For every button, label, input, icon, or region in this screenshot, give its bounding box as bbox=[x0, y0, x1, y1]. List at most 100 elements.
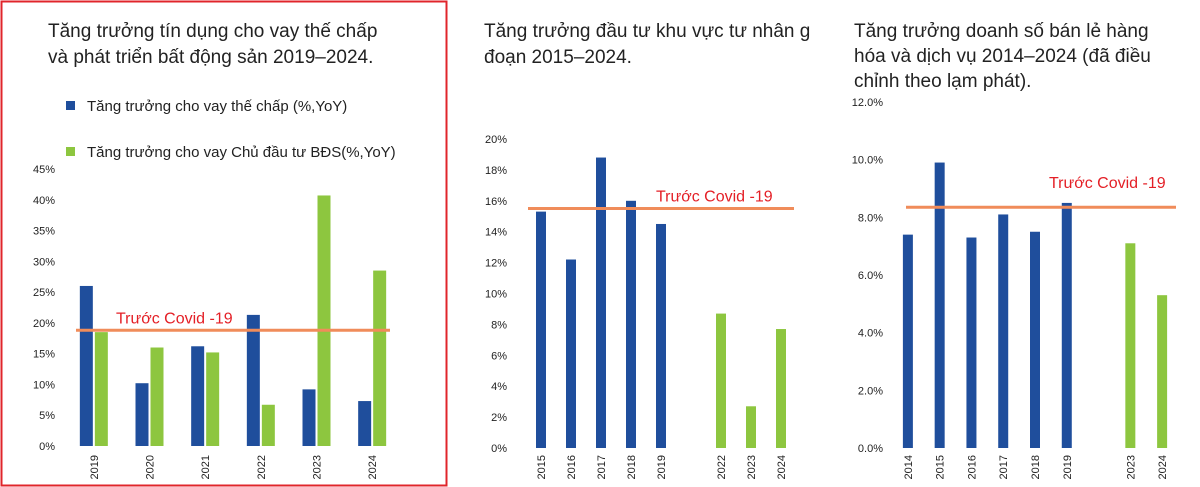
chart-panel-retail-sales: Tăng trưởng doanh số bán lẻ hàng hóa và … bbox=[840, 0, 1200, 487]
plot-area: 0% 5% 10% 15% 20% 25% 30% 35% 40% 45% 2019 2020 2021… bbox=[33, 164, 390, 479]
y-tick-label: 8% bbox=[491, 319, 507, 331]
x-tick-label: 2019 bbox=[1062, 455, 1074, 479]
y-tick-label: 0% bbox=[491, 443, 507, 455]
bar-2023-s0 bbox=[1125, 243, 1136, 448]
chart-title-line-1: Tăng trưởng đầu tư khu vực tư nhân giai bbox=[484, 21, 810, 42]
bar-2014-s0 bbox=[902, 234, 913, 448]
pre-covid-label: Trước Covid -19 bbox=[1049, 175, 1166, 192]
y-tick-label: 8.0% bbox=[858, 212, 883, 224]
credit-growth-chart: Tăng trưởng tín dụng cho vay thế chấp và… bbox=[0, 0, 448, 487]
y-tick-label: 6.0% bbox=[858, 270, 883, 282]
x-tick-label: 2017 bbox=[596, 455, 608, 479]
y-tick-label: 2.0% bbox=[858, 385, 883, 397]
x-tick-label: 2022 bbox=[256, 455, 268, 479]
y-tick-label: 20% bbox=[485, 134, 507, 146]
x-tick-label: 2023 bbox=[746, 455, 758, 479]
pre-covid-label: Trước Covid -19 bbox=[656, 189, 773, 206]
bar-2016-s0 bbox=[966, 237, 977, 448]
x-tick-label: 2018 bbox=[1030, 455, 1042, 479]
bar-2016-s0 bbox=[566, 259, 576, 448]
y-tick-label: 16% bbox=[485, 196, 507, 208]
chart-title-line-1: Tăng trưởng tín dụng cho vay thế chấp bbox=[48, 21, 377, 42]
bar-2024-s0 bbox=[1157, 295, 1168, 448]
y-tick-label: 10% bbox=[33, 379, 55, 391]
pre-covid-label: Trước Covid -19 bbox=[116, 310, 233, 327]
chart-title-line-2: đoạn 2015–2024. bbox=[484, 47, 632, 68]
chart-title-line-1: Tăng trưởng doanh số bán lẻ hàng bbox=[854, 21, 1149, 42]
y-tick-label: 4.0% bbox=[858, 328, 883, 340]
bar-2024-s0 bbox=[776, 329, 786, 448]
y-tick-label: 14% bbox=[485, 227, 507, 239]
plot-area: 0% 2% 4% 6% 8% 10% 12% 14% 16% 18% 20% 2015 2016 2017… bbox=[485, 134, 794, 479]
y-tick-label: 12% bbox=[485, 258, 507, 270]
x-tick-label: 2016 bbox=[966, 455, 978, 479]
bar-2017-s0 bbox=[998, 214, 1009, 448]
bar-2022-s0 bbox=[716, 313, 726, 448]
bar-2021-s0 bbox=[191, 346, 205, 446]
bar-2017-s0 bbox=[596, 157, 606, 449]
y-tick-label: 25% bbox=[33, 287, 55, 299]
y-tick-label: 35% bbox=[33, 226, 55, 238]
bar-2019-s0 bbox=[656, 223, 666, 448]
y-tick-label: 0.0% bbox=[858, 443, 883, 455]
x-tick-label: 2023 bbox=[1125, 455, 1137, 479]
bar-2019-s0 bbox=[1061, 202, 1072, 448]
x-tick-label: 2024 bbox=[1157, 455, 1169, 479]
x-tick-label: 2022 bbox=[716, 455, 728, 479]
bar-2023-s0 bbox=[746, 406, 756, 448]
bar-2020-s1 bbox=[150, 347, 164, 446]
y-tick-label: 12.0% bbox=[852, 97, 883, 109]
chart-panel-credit: Tăng trưởng tín dụng cho vay thế chấp và… bbox=[0, 0, 448, 487]
x-tick-label: 2023 bbox=[312, 455, 324, 479]
x-tick-label: 2015 bbox=[536, 455, 548, 479]
y-tick-label: 4% bbox=[491, 381, 507, 393]
plot-area: 0.0% 2.0% 4.0% 6.0% 8.0% 10.0% 12.0% 2014 2015 20… bbox=[852, 97, 1176, 479]
x-tick-label: 2024 bbox=[776, 455, 788, 479]
y-tick-label: 10.0% bbox=[852, 155, 883, 167]
panel-border bbox=[0, 0, 448, 487]
x-tick-label: 2019 bbox=[656, 455, 668, 479]
chart-panel-private-investment: Tăng trưởng đầu tư khu vực tư nhân giai … bbox=[470, 0, 810, 487]
bar-2018-s0 bbox=[626, 200, 636, 448]
chart-title-line-2: và phát triển bất động sản 2019–2024. bbox=[48, 47, 373, 68]
y-tick-label: 10% bbox=[485, 289, 507, 301]
x-tick-label: 2024 bbox=[367, 455, 379, 479]
legend-swatch-mortgage bbox=[66, 101, 75, 110]
y-tick-label: 40% bbox=[33, 195, 55, 207]
y-tick-label: 6% bbox=[491, 350, 507, 362]
bar-2023-s0 bbox=[302, 389, 316, 446]
y-tick-label: 18% bbox=[485, 165, 507, 177]
bar-2019-s1 bbox=[94, 332, 108, 446]
x-tick-label: 2017 bbox=[998, 455, 1010, 479]
private-investment-chart: Tăng trưởng đầu tư khu vực tư nhân giai … bbox=[484, 21, 810, 479]
x-tick-label: 2020 bbox=[145, 455, 157, 479]
bar-2022-s1 bbox=[261, 404, 275, 446]
y-tick-label: 30% bbox=[33, 256, 55, 268]
y-tick-label: 5% bbox=[39, 410, 55, 422]
bar-2024-s0 bbox=[358, 401, 372, 446]
x-tick-label: 2016 bbox=[566, 455, 578, 479]
bar-2018-s0 bbox=[1030, 231, 1040, 448]
chart-title-line-3: chỉnh theo lạm phát). bbox=[854, 71, 1031, 92]
y-tick-label: 15% bbox=[33, 349, 55, 361]
x-tick-label: 2021 bbox=[200, 455, 212, 479]
bar-2023-s1 bbox=[317, 195, 331, 446]
bar-2021-s1 bbox=[206, 352, 220, 446]
legend-label-developer: Tăng trưởng cho vay Chủ đầu tư BĐS(%,YoY… bbox=[87, 144, 396, 161]
legend-swatch-developer bbox=[66, 147, 75, 156]
bar-2015-s0 bbox=[934, 162, 945, 449]
y-tick-label: 20% bbox=[33, 318, 55, 330]
y-tick-label: 2% bbox=[491, 412, 507, 424]
y-tick-label: 45% bbox=[33, 164, 55, 176]
x-tick-label: 2019 bbox=[89, 455, 101, 479]
bar-2019-s0 bbox=[79, 285, 93, 446]
bar-2024-s1 bbox=[373, 270, 387, 446]
y-tick-label: 0% bbox=[39, 441, 55, 453]
x-tick-label: 2014 bbox=[903, 455, 915, 479]
legend-label-mortgage: Tăng trưởng cho vay thế chấp (%,YoY) bbox=[87, 98, 347, 115]
bar-2015-s0 bbox=[536, 211, 546, 448]
bar-2022-s0 bbox=[246, 314, 260, 446]
chart-title-line-2: hóa và dịch vụ 2014–2024 (đã điều bbox=[854, 46, 1151, 67]
x-tick-label: 2018 bbox=[626, 455, 638, 479]
bar-2020-s0 bbox=[135, 383, 149, 446]
